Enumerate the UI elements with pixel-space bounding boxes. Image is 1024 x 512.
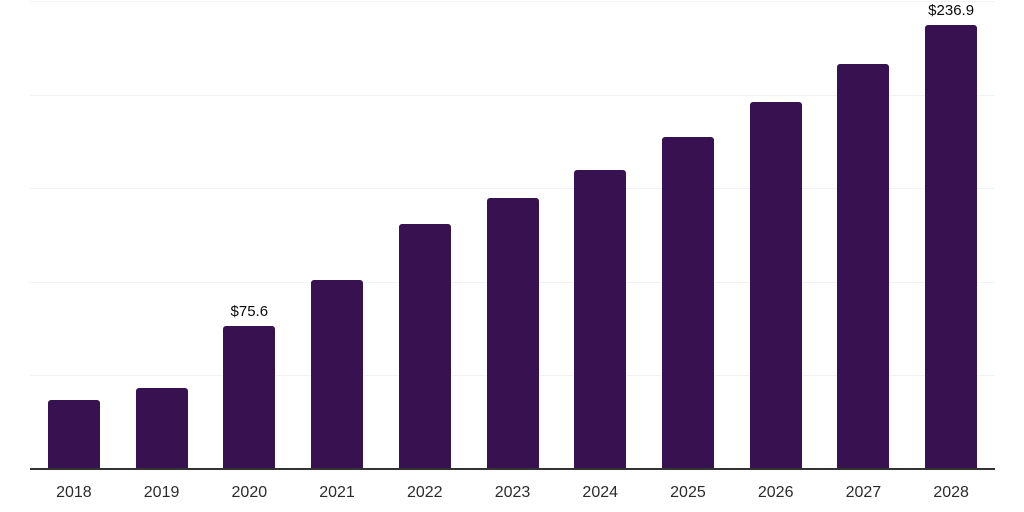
gridline-250 <box>30 1 995 2</box>
bar-2018 <box>47 400 100 468</box>
bar-2028 <box>925 24 978 468</box>
x-tick-label-2025: 2025 <box>670 484 706 501</box>
x-tick-label-2021: 2021 <box>319 484 355 501</box>
x-tick-label-2018: 2018 <box>56 484 92 501</box>
x-axis-line <box>30 468 995 470</box>
bar-2022 <box>398 224 451 468</box>
bar-2023 <box>486 197 539 468</box>
x-tick-label-2023: 2023 <box>494 484 531 501</box>
bar-2027 <box>837 64 890 468</box>
bar-2020 <box>223 326 276 468</box>
x-tick-label-2027: 2027 <box>845 484 882 501</box>
x-tick-label-2022: 2022 <box>406 484 443 501</box>
bar-2025 <box>661 137 714 468</box>
bar-2021 <box>311 280 364 468</box>
x-tick-label-2028: 2028 <box>933 484 969 501</box>
x-tick-label-2024: 2024 <box>582 484 619 501</box>
gridline-150 <box>30 188 995 190</box>
bar-2026 <box>749 102 802 468</box>
bar-value-label-2028: $236.9 <box>928 1 975 19</box>
bar-value-label-2020: $75.6 <box>230 303 269 321</box>
x-tick-label-2026: 2026 <box>757 484 794 501</box>
bar-2019 <box>135 388 188 468</box>
x-tick-label-2019: 2019 <box>143 484 180 501</box>
x-tick-label-2020: 2020 <box>231 484 268 501</box>
gridline-200 <box>30 94 995 96</box>
bar-2024 <box>574 170 627 468</box>
